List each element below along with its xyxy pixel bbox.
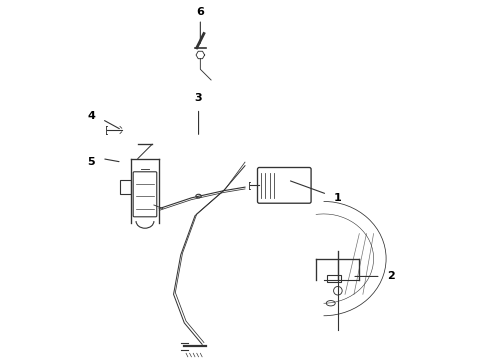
- Text: 6: 6: [196, 7, 204, 17]
- Bar: [327, 275, 342, 282]
- Ellipse shape: [326, 301, 335, 306]
- Text: 5: 5: [88, 157, 95, 167]
- Text: 3: 3: [195, 93, 202, 103]
- Ellipse shape: [196, 194, 201, 198]
- FancyBboxPatch shape: [133, 172, 157, 217]
- Text: 2: 2: [388, 271, 395, 282]
- Text: 1: 1: [334, 193, 342, 203]
- Bar: [120, 180, 131, 194]
- Text: 4: 4: [87, 111, 96, 121]
- FancyBboxPatch shape: [258, 167, 311, 203]
